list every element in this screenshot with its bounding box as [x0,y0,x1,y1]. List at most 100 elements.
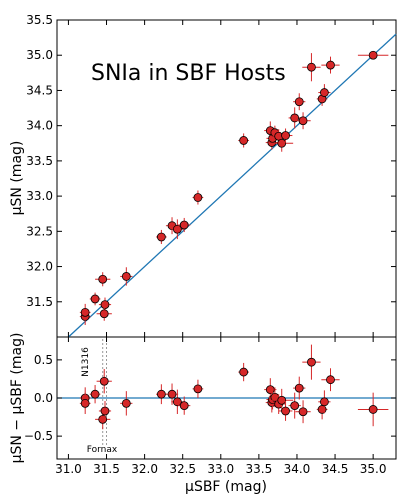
bottom-point [98,401,112,421]
data-marker [368,405,378,414]
y-tick-label: 33.5 [26,154,53,168]
top-point [156,229,167,245]
top-point [318,84,331,102]
y-tick-label: 31.5 [26,295,53,309]
top-point [238,133,249,148]
data-marker [156,389,166,399]
data-marker [90,294,100,304]
data-marker [98,414,108,424]
chart-title: SNIa in SBF Hosts [91,61,286,86]
top-point [295,112,311,130]
reference-line [67,33,397,338]
top-point [96,306,112,321]
data-marker [99,376,109,386]
data-marker [368,50,378,60]
annotation-n1316: N1316 [81,347,91,377]
y-tick-label: 0.5 [34,353,53,367]
top-reference-line [67,33,397,338]
y-tick-label: 0.0 [34,391,53,405]
data-marker [239,367,249,377]
data-marker [193,193,203,202]
data-marker [167,389,177,399]
top-y-ticks: 31.5 32.0 32.5 33.0 33.5 34.0 34.5 35.0 35.5 [26,13,396,309]
x-tick-label: 33.0 [207,462,234,476]
data-marker [98,274,108,284]
bottom-point [302,344,321,380]
data-marker [307,62,316,72]
bottom-point [321,368,340,392]
bottom-point [79,392,91,415]
top-y-axis-label: μSN (mag) [9,141,25,216]
bottom-point [171,389,184,415]
x-tick-label: 32.5 [169,462,196,476]
y-tick-label: 34.0 [26,119,53,133]
bottom-point [295,400,311,424]
x-axis-label: μSBF (mag) [185,479,267,495]
data-marker [80,398,90,408]
data-marker [239,136,249,145]
top-x-ticks [67,20,374,337]
y-tick-label: 33.0 [26,189,53,203]
bottom-point [96,369,112,394]
top-point [357,50,389,60]
y-tick-label: 34.5 [26,83,53,97]
x-tick-label: 33.5 [246,462,273,476]
bottom-point [357,392,389,427]
data-marker [294,383,304,393]
bottom-point [318,390,331,414]
y-tick-label: 35.5 [26,13,53,27]
data-marker [277,138,287,148]
data-marker [80,307,90,317]
top-point [98,297,112,312]
bottom-point [192,379,204,398]
data-marker [326,60,335,70]
top-point [95,272,111,287]
top-point [120,267,133,286]
data-marker [281,131,290,140]
data-marker [193,384,203,394]
data-marker [319,397,329,407]
x-tick-label: 34.5 [322,462,349,476]
bottom-point [270,388,294,412]
bottom-point [89,385,101,404]
data-marker [179,220,189,230]
data-marker [265,385,275,395]
bottom-x-ticks: 31.0 31.5 32.0 32.5 33.0 33.5 34.0 34.5 35.0 [55,337,387,476]
top-point [321,56,340,74]
annotation-fornax: Fornax [87,445,118,455]
x-tick-label: 32.0 [131,462,158,476]
x-tick-label: 31.0 [55,462,82,476]
top-point [89,292,101,306]
x-tick-label: 34.0 [284,462,311,476]
data-marker [179,401,189,411]
data-marker [100,300,110,309]
y-tick-label: 32.0 [26,260,53,274]
data-marker [90,389,100,399]
data-marker [121,272,131,281]
data-marker [307,357,316,367]
y-tick-label: −0.5 [24,429,53,443]
top-point [288,107,301,129]
data-marker [317,405,327,414]
data-marker [99,309,109,319]
top-point [278,128,293,143]
bottom-point [288,392,301,419]
data-marker [156,232,166,242]
bottom-point [178,396,191,415]
top-point [171,219,184,240]
top-point [178,217,191,233]
data-marker [298,116,308,126]
bottom-point [156,384,167,405]
top-point [270,134,294,152]
data-marker [290,401,300,411]
bottom-point [120,391,133,416]
bottom-data-points [79,344,389,430]
top-point [302,53,321,82]
bottom-point [293,376,306,400]
bottom-y-ticks: −0.5 0.0 0.5 [24,353,396,443]
x-tick-label: 31.5 [93,462,120,476]
y-tick-label: 32.5 [26,224,53,238]
bottom-point [238,362,249,382]
data-marker [298,407,308,417]
